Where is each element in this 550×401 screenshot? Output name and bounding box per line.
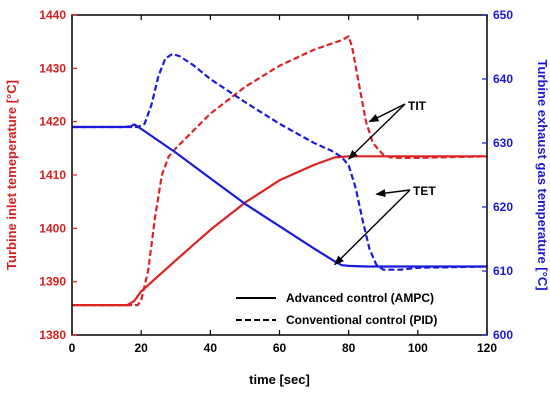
y-left-tick-label: 1430	[39, 61, 66, 75]
annotation-arrow-tet	[375, 189, 411, 198]
y-left-tick-label: 1390	[39, 275, 66, 289]
tick-layer: 0 20 40 60 80 100 120 1380 1390 1400 1410 1420 1430 1…	[39, 8, 513, 355]
y-left-tick-label: 1420	[39, 115, 66, 129]
y-right-tick-label: 650	[493, 8, 513, 22]
y-left-axis-title: Turbine inlet temeperature [°C]	[4, 80, 19, 270]
y-right-tick-label: 610	[493, 264, 513, 278]
annotation-tet-label: TET	[413, 184, 436, 198]
series-layer	[72, 35, 488, 307]
y-left-tick-label: 1400	[39, 221, 66, 235]
x-tick-label: 20	[134, 341, 148, 355]
y-right-tick-label: 630	[493, 136, 513, 150]
y-left-tick-label: 1380	[39, 328, 66, 342]
x-tick-label: 120	[477, 341, 497, 355]
annotation-arrow-tit	[368, 103, 406, 123]
legend-label-ampc: Advanced control (AMPC)	[286, 291, 434, 305]
y-right-tick-label: 620	[493, 200, 513, 214]
y-right-tick-label: 640	[493, 72, 513, 86]
x-axis-title: time [sec]	[249, 372, 310, 387]
series-line-tet-ampc	[72, 123, 487, 268]
legend-label-pid: Conventional control (PID)	[286, 313, 437, 327]
x-tick-label: 40	[204, 341, 218, 355]
series-line-tit-ampc	[72, 155, 487, 307]
x-tick-label: 100	[408, 341, 428, 355]
annotation-arrow-tit	[347, 103, 406, 160]
y-right-tick-label: 600	[493, 328, 513, 342]
series-line-tit-pid	[72, 35, 488, 307]
annotation-tit-label: TIT	[408, 99, 427, 113]
x-tick-label: 80	[342, 341, 356, 355]
annotation-layer: TIT TET	[334, 99, 436, 266]
series-line-tet-pid	[72, 52, 488, 271]
y-right-axis-title: Turbine exhaust gas temperature [°C]	[535, 59, 550, 290]
x-tick-label: 60	[273, 341, 287, 355]
legend: Advanced control (AMPC) Conventional con…	[236, 291, 437, 327]
y-left-tick-label: 1410	[39, 168, 66, 182]
y-left-tick-label: 1440	[39, 8, 66, 22]
annotation-arrow-tet	[334, 189, 411, 266]
x-tick-label: 0	[69, 341, 76, 355]
plot-frame	[71, 14, 488, 336]
